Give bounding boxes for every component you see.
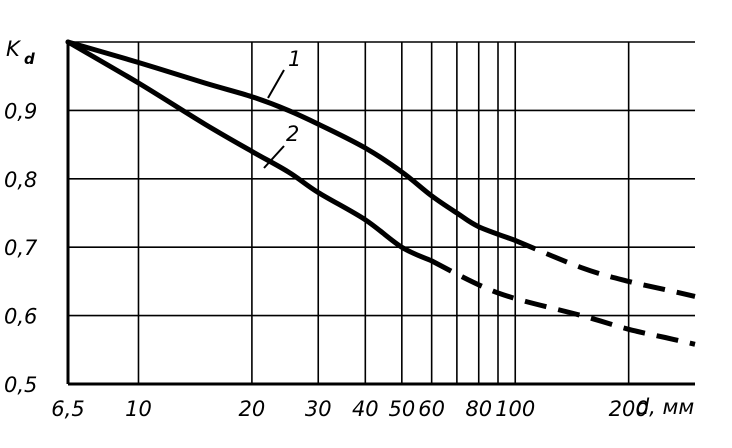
x-tick-label-60: 60 [418, 397, 445, 421]
x-tick-label-30: 30 [305, 397, 332, 421]
x-tick-label-20: 20 [239, 397, 266, 421]
y-tick-label-0,8: 0,8 [4, 168, 37, 192]
curve-label-2: 2 [286, 122, 299, 146]
curve-label-1: 1 [288, 47, 301, 71]
plot-frame [66, 40, 695, 386]
curve-label-2-leader [263, 145, 285, 169]
x-tick-label-40: 40 [352, 397, 379, 421]
curve-1-solid [65, 39, 518, 243]
y-tick-label-0,7: 0,7 [4, 236, 38, 260]
curve-label-1-leader [267, 69, 285, 99]
curve-1-dashed [514, 238, 696, 299]
curve-2-dashed [430, 258, 696, 347]
x-tick-labels: 6,5 10 20 30 40 50 60 80 100 200 [51, 397, 648, 421]
x-tick-label-6,5: 6,5 [51, 397, 84, 421]
x-tick-label-200: 200 [609, 397, 649, 421]
y-tick-label-0,9: 0,9 [4, 99, 37, 123]
x-tick-label-50: 50 [388, 397, 415, 421]
x-tick-label-100: 100 [495, 397, 535, 421]
y-tick-label-0,6: 0,6 [4, 305, 37, 329]
x-tick-label-10: 10 [125, 397, 152, 421]
x-axis-label: d, мм [636, 395, 695, 419]
y-axis-label-subscript: d [24, 50, 35, 68]
x-tick-label-80: 80 [465, 397, 492, 421]
y-tick-label-0,5: 0,5 [4, 373, 37, 397]
series-group [65, 39, 696, 347]
curve-2-solid [65, 39, 435, 264]
y-tick-labels: 0,5 0,6 0,7 0,8 0,9 [4, 99, 38, 397]
y-axis-label: K [6, 37, 22, 61]
grid [68, 42, 695, 384]
